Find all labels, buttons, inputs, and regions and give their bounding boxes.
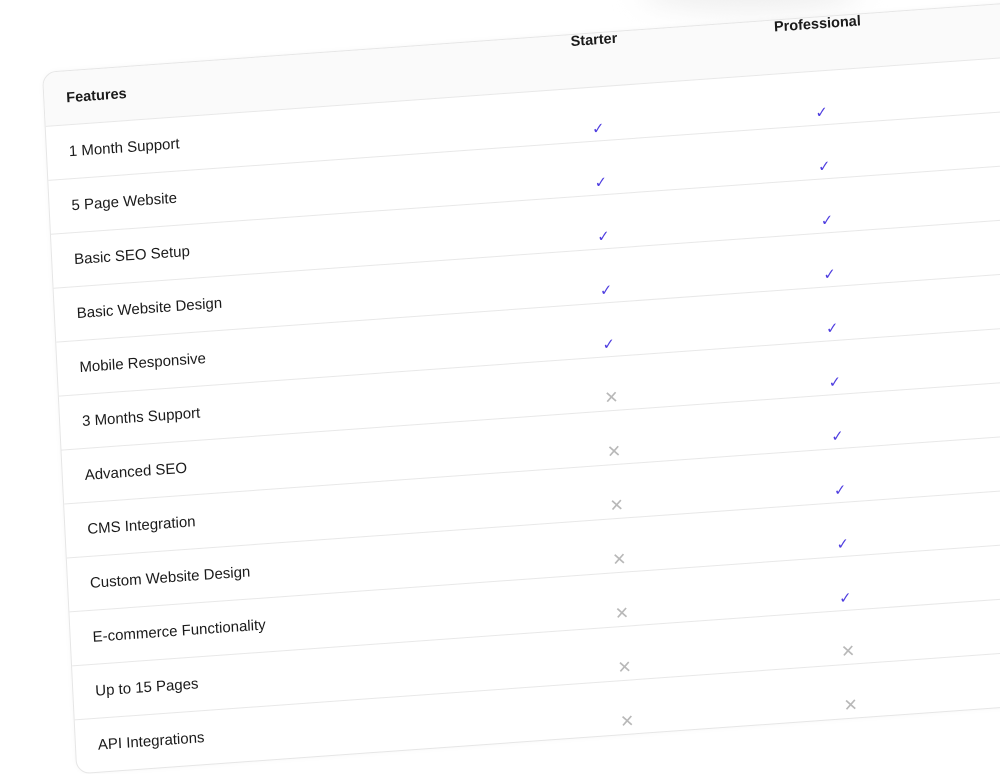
cross-icon: ✕ [843, 694, 859, 715]
check-icon: ✓ [822, 265, 837, 284]
starter-cell: ✓ [485, 97, 709, 137]
professional-cell: ✓ [709, 81, 933, 121]
cross-icon: ✕ [840, 640, 856, 661]
professional-cell: ✓ [711, 135, 935, 175]
professional-cell: ✓ [722, 351, 946, 391]
professional-cell: ✓ [725, 405, 949, 445]
check-icon: ✓ [602, 335, 616, 354]
starter-cell: ✓ [496, 313, 720, 353]
feature-label: API Integrations [97, 729, 205, 754]
check-icon: ✓ [591, 119, 605, 138]
check-icon: ✓ [817, 157, 832, 176]
cross-icon: ✕ [617, 656, 633, 677]
cross-icon: ✕ [611, 548, 627, 569]
professional-cell: ✓ [717, 243, 941, 283]
check-icon: ✓ [825, 319, 839, 338]
check-icon: ✓ [833, 481, 847, 499]
professional-cell: ✓ [733, 566, 957, 607]
starter-cell: ✕ [514, 689, 738, 731]
professional-cell: ✓ [714, 189, 938, 229]
starter-cell: ✕ [512, 635, 736, 677]
professional-cell: ✕ [738, 673, 962, 715]
check-icon: ✓ [830, 427, 845, 445]
cross-icon: ✕ [614, 602, 630, 623]
check-icon: ✓ [836, 535, 850, 553]
check-icon: ✓ [838, 588, 853, 607]
check-icon: ✓ [596, 227, 611, 246]
starter-cell: ✕ [506, 527, 730, 569]
check-icon: ✓ [594, 173, 608, 192]
check-icon: ✓ [828, 373, 842, 392]
professional-cell: ✕ [735, 619, 959, 661]
starter-cell: ✕ [509, 581, 733, 623]
cross-icon: ✕ [619, 710, 635, 731]
starter-cell: ✓ [491, 205, 715, 245]
header-professional: Professional [773, 12, 862, 36]
professional-cell: ✓ [730, 512, 954, 553]
check-icon: ✓ [599, 281, 613, 300]
professional-cell: ✓ [719, 297, 943, 337]
header-starter: Starter [570, 30, 618, 50]
background-shadow [640, 0, 860, 10]
feature-comparison-table: Features Starter Professional 1 Month Su… [42, 0, 1000, 774]
check-icon: ✓ [820, 211, 834, 230]
cross-icon: ✕ [603, 387, 619, 408]
starter-cell: ✓ [493, 259, 717, 299]
cross-icon: ✕ [609, 495, 625, 516]
starter-cell: ✓ [488, 151, 712, 191]
cross-icon: ✕ [606, 441, 622, 462]
check-icon: ✓ [815, 103, 829, 122]
starter-cell: ✕ [501, 420, 725, 461]
professional-cell: ✓ [727, 459, 951, 499]
starter-cell: ✕ [499, 366, 723, 407]
starter-cell: ✕ [504, 474, 728, 515]
